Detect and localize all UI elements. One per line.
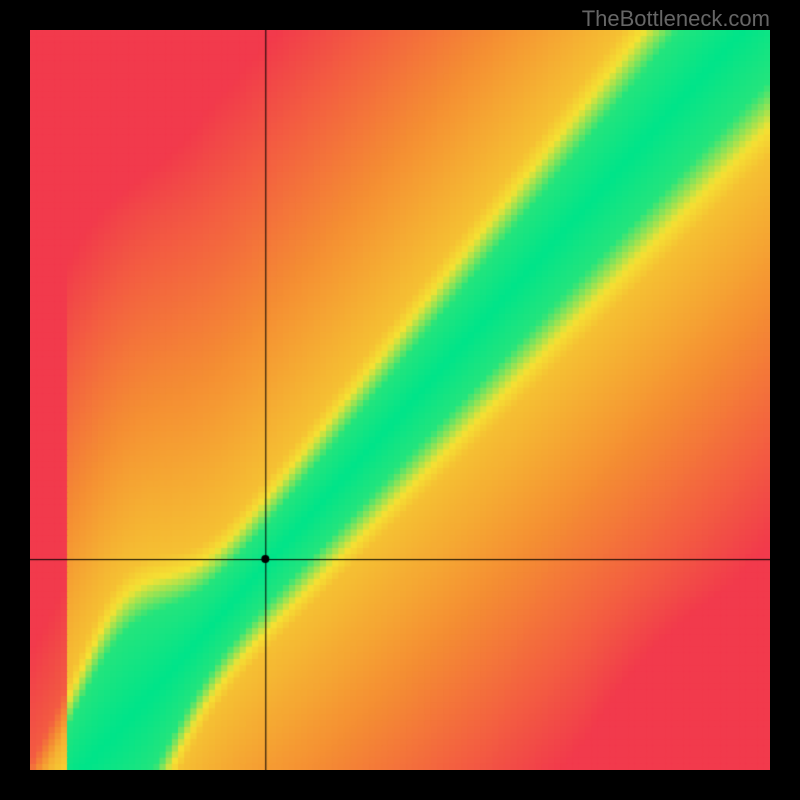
chart-container: TheBottleneck.com [0,0,800,800]
watermark-text: TheBottleneck.com [582,6,770,32]
bottleneck-heatmap [30,30,770,770]
